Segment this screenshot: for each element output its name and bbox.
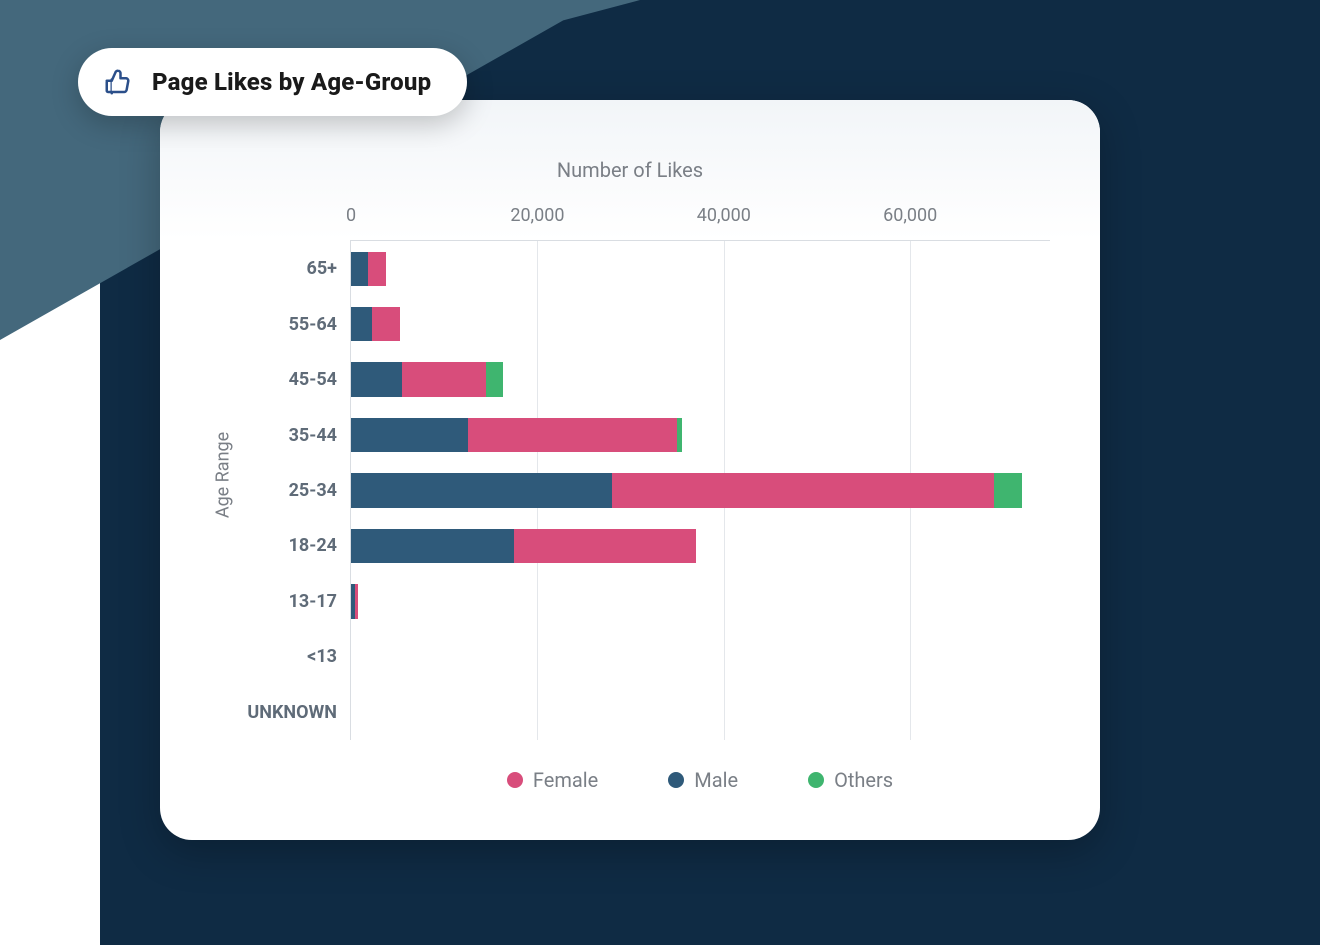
category-label: 65+ bbox=[307, 258, 351, 279]
stage: Number of Likes Age Range 0 20,000 40,000 6… bbox=[0, 0, 1337, 945]
stacked-bar bbox=[351, 418, 682, 452]
x-tick-label: 60,000 bbox=[883, 205, 937, 226]
thumb-up-icon bbox=[102, 66, 134, 98]
legend-item-others: Others bbox=[808, 768, 893, 792]
chart-card: Number of Likes Age Range 0 20,000 40,000 6… bbox=[160, 100, 1100, 840]
category-label: 25-34 bbox=[289, 480, 351, 501]
x-axis-title: Number of Likes bbox=[190, 158, 1070, 182]
bar-segment-female bbox=[372, 307, 401, 341]
stacked-bar bbox=[351, 584, 358, 618]
category-label: 13-17 bbox=[289, 591, 351, 612]
chart-row: 35-44 bbox=[351, 418, 1050, 452]
bar-segment-female bbox=[514, 529, 696, 563]
x-tick-label: 0 bbox=[346, 205, 356, 226]
category-label: 18-24 bbox=[289, 535, 351, 556]
y-axis-title: Age Range bbox=[213, 432, 234, 518]
title-pill: Page Likes by Age-Group bbox=[78, 48, 467, 116]
x-tick-label: 40,000 bbox=[697, 205, 751, 226]
stacked-bar bbox=[351, 307, 400, 341]
chart-row: 25-34 bbox=[351, 473, 1050, 507]
bar-segment-female bbox=[402, 362, 486, 396]
chart-row: 45-54 bbox=[351, 362, 1050, 396]
bar-segment-others bbox=[677, 418, 682, 452]
stacked-bar bbox=[351, 362, 503, 396]
legend: Female Male Others bbox=[350, 768, 1050, 792]
x-tick-label: 20,000 bbox=[510, 205, 564, 226]
stacked-bar bbox=[351, 252, 386, 286]
legend-label: Female bbox=[533, 768, 598, 792]
chart-row: 65+ bbox=[351, 252, 1050, 286]
category-label: 55-64 bbox=[289, 314, 351, 335]
chart-row: 13-17 bbox=[351, 584, 1050, 618]
legend-swatch bbox=[808, 772, 824, 788]
category-label: <13 bbox=[307, 646, 351, 667]
category-label: 45-54 bbox=[289, 369, 351, 390]
chart-row: 18-24 bbox=[351, 529, 1050, 563]
chart-container: Number of Likes Age Range 0 20,000 40,000 6… bbox=[190, 140, 1070, 810]
bar-segment-male bbox=[351, 473, 612, 507]
category-label: 35-44 bbox=[289, 425, 351, 446]
bar-segment-female bbox=[368, 252, 387, 286]
bar-segment-female bbox=[612, 473, 994, 507]
bar-segment-male bbox=[351, 362, 402, 396]
legend-label: Others bbox=[834, 768, 893, 792]
bar-segment-male bbox=[351, 307, 372, 341]
bar-segment-female bbox=[355, 584, 359, 618]
category-label: UNKNOWN bbox=[247, 702, 351, 723]
bar-segment-male bbox=[351, 418, 468, 452]
bar-segment-others bbox=[994, 473, 1022, 507]
chart-row: 55-64 bbox=[351, 307, 1050, 341]
bar-segment-others bbox=[486, 362, 503, 396]
card-title: Page Likes by Age-Group bbox=[152, 68, 431, 96]
legend-item-male: Male bbox=[668, 768, 738, 792]
stacked-bar bbox=[351, 473, 1022, 507]
chart-row: UNKNOWN bbox=[351, 695, 1050, 729]
stacked-bar bbox=[351, 529, 696, 563]
bar-segment-male bbox=[351, 252, 368, 286]
bar-segment-male bbox=[351, 529, 514, 563]
legend-swatch bbox=[507, 772, 523, 788]
legend-swatch bbox=[668, 772, 684, 788]
bar-segment-female bbox=[468, 418, 678, 452]
chart-row: <13 bbox=[351, 640, 1050, 674]
legend-label: Male bbox=[694, 768, 738, 792]
legend-item-female: Female bbox=[507, 768, 598, 792]
plot-area: 020,00040,00060,00065+55-6445-5435-4425-… bbox=[350, 240, 1050, 740]
